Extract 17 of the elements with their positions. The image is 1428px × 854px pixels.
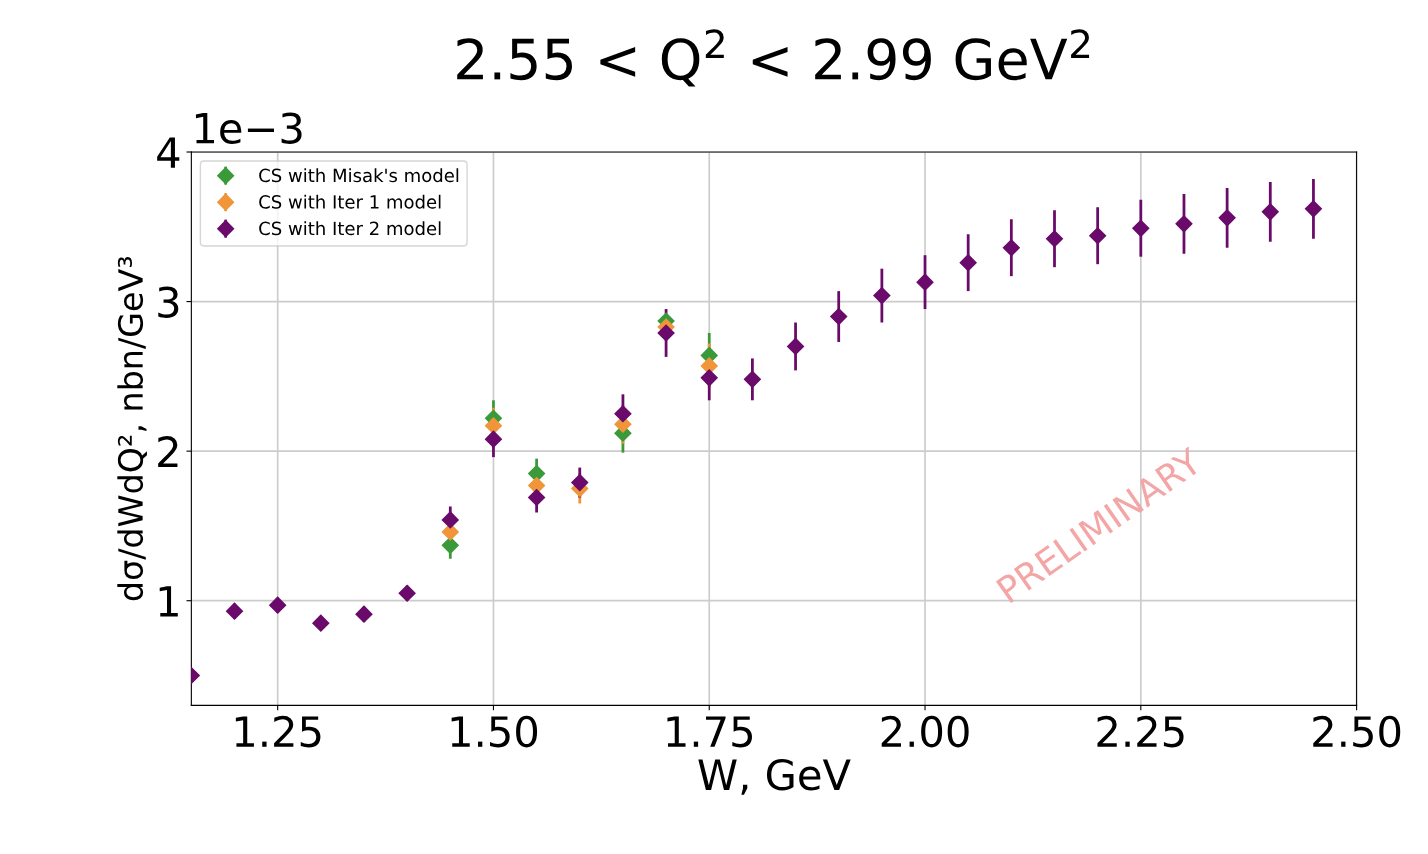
y-axis-title: dσ/dWdQ², nbn/GeV³ [117, 257, 147, 601]
legend-label: CS with Iter 2 model [259, 221, 441, 236]
x-tick-label: 2.25 [1097, 715, 1184, 748]
text: 1e−3 [195, 112, 302, 144]
y-tick-label: 1 [159, 586, 178, 617]
x-tick-label: 2.50 [1313, 715, 1401, 748]
y-tick-label: 2 [158, 436, 178, 467]
chart-title: 2.55 < Q$^{2}$ < 2.99 GeV$^{2}$ [457, 29, 1090, 87]
x-tick-label: 1.25 [235, 715, 321, 748]
legend-label: CS with Iter 1 model [259, 194, 441, 209]
y-tick-label: 3 [158, 286, 179, 318]
x-axis-title: W, GeV [698, 758, 851, 795]
legend-label: CS with Misak's model [259, 168, 459, 183]
y-tick-label: 4 [157, 137, 180, 168]
x-tick-label: 1.75 [667, 716, 752, 748]
x-tick-label: 2.00 [881, 715, 969, 748]
x-tick-label: 1.50 [451, 715, 538, 748]
